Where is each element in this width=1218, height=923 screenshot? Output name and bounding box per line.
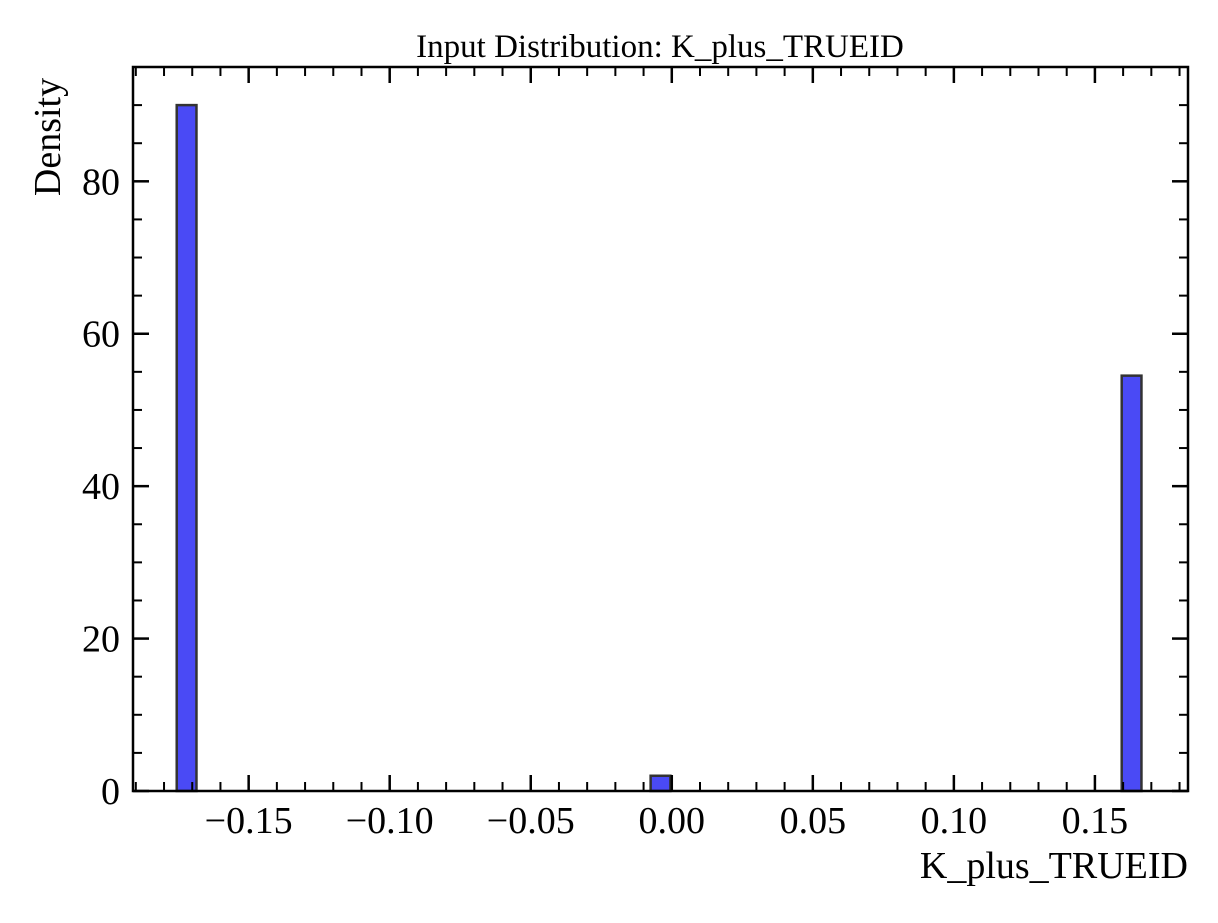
y-axis-label: Density [27, 78, 69, 196]
histogram-bar-2 [1120, 374, 1143, 793]
y-tick-label: 20 [82, 619, 120, 661]
histogram-bar-1 [649, 774, 672, 793]
y-tick-label: 40 [82, 466, 120, 508]
x-tick-label: 0.10 [921, 800, 988, 842]
x-tick-label: −0.15 [205, 800, 293, 842]
x-tick-label: −0.05 [487, 800, 575, 842]
x-tick-label: 0.15 [1062, 800, 1129, 842]
chart-title: Input Distribution: K_plus_TRUEID [416, 29, 904, 65]
x-tick-label: 0.00 [639, 800, 706, 842]
y-tick-label: 80 [82, 161, 120, 203]
y-tick-label: 60 [82, 314, 120, 356]
plot-frame [131, 65, 1190, 793]
bars [175, 103, 1143, 793]
axis-ticks: −0.15 −0.10 −0.05 0.00 0.05 0.10 0.15 0 20 40 60 80 [82, 66, 1188, 842]
x-tick-label: 0.05 [780, 800, 847, 842]
histogram-bar-0 [175, 103, 198, 793]
x-tick-label: −0.10 [346, 800, 434, 842]
x-axis-label: K_plus_TRUEID [920, 845, 1188, 887]
y-tick-label: 0 [101, 771, 120, 813]
